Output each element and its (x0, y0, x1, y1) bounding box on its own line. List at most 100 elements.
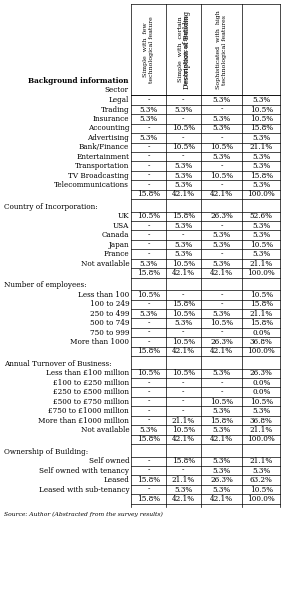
Text: Japan: Japan (109, 241, 129, 249)
Text: 52.6%: 52.6% (250, 213, 273, 221)
Text: 5.3%: 5.3% (212, 457, 231, 465)
Text: 15.8%: 15.8% (250, 300, 273, 308)
Text: 100.0%: 100.0% (247, 347, 275, 355)
Text: -: - (182, 291, 184, 299)
Text: 5.3%: 5.3% (174, 319, 192, 327)
Text: Legal: Legal (109, 96, 129, 104)
Text: -: - (220, 291, 223, 299)
Text: -: - (147, 467, 150, 475)
Text: 10.5%: 10.5% (172, 338, 195, 346)
Text: £500 to £750 million: £500 to £750 million (53, 398, 129, 405)
Text: 21.1%: 21.1% (250, 259, 273, 267)
Text: 42.1%: 42.1% (210, 190, 233, 198)
Text: 5.3%: 5.3% (252, 162, 270, 170)
Text: Background information: Background information (28, 78, 128, 86)
Text: Advertising: Advertising (87, 134, 129, 142)
Text: -: - (147, 388, 150, 396)
Text: 5.3%: 5.3% (139, 259, 158, 267)
Text: 42.1%: 42.1% (210, 436, 233, 444)
Text: Ownership of Building:: Ownership of Building: (4, 448, 88, 456)
Text: 15.8%: 15.8% (172, 213, 195, 221)
Text: 21.1%: 21.1% (250, 144, 273, 152)
Text: Less than £100 million: Less than £100 million (46, 370, 129, 378)
Text: 5.3%: 5.3% (252, 467, 270, 475)
Text: £750 to £1000 million: £750 to £1000 million (48, 407, 129, 415)
Text: Leased: Leased (103, 476, 129, 484)
Text: -: - (147, 398, 150, 405)
Text: 42.1%: 42.1% (210, 347, 233, 355)
Text: Sophisticated  with  high
technological features: Sophisticated with high technological fe… (216, 10, 227, 89)
Text: 42.1%: 42.1% (210, 495, 233, 503)
Text: -: - (182, 328, 184, 336)
Text: 5.3%: 5.3% (212, 153, 231, 161)
Text: 5.3%: 5.3% (212, 96, 231, 104)
Text: -: - (220, 328, 223, 336)
Text: Telecommunications: Telecommunications (54, 181, 129, 189)
Text: -: - (147, 153, 150, 161)
Text: Leased with sub-tenancy: Leased with sub-tenancy (38, 485, 129, 493)
Text: Country of Incorporation:: Country of Incorporation: (4, 203, 98, 211)
Text: -: - (147, 416, 150, 424)
Text: -: - (220, 181, 223, 189)
Text: -: - (147, 379, 150, 387)
Text: 5.3%: 5.3% (212, 124, 231, 132)
Text: -: - (220, 222, 223, 230)
Text: 5.3%: 5.3% (139, 115, 158, 123)
Text: 5.3%: 5.3% (252, 222, 270, 230)
Text: 10.5%: 10.5% (172, 370, 195, 378)
Text: -: - (182, 467, 184, 475)
Text: -: - (182, 398, 184, 405)
Text: 5.3%: 5.3% (174, 222, 192, 230)
Text: -: - (147, 172, 150, 180)
Text: USA: USA (113, 222, 129, 230)
Text: 21.1%: 21.1% (250, 426, 273, 434)
Text: 36.8%: 36.8% (250, 338, 273, 346)
Text: Sector: Sector (104, 86, 128, 94)
Text: 15.8%: 15.8% (172, 457, 195, 465)
Text: More than 1000: More than 1000 (70, 338, 129, 346)
Text: 26.3%: 26.3% (210, 476, 233, 484)
Text: 5.3%: 5.3% (212, 370, 231, 378)
Text: 42.1%: 42.1% (172, 495, 195, 503)
Text: Bank/Finance: Bank/Finance (79, 144, 129, 152)
Text: 5.3%: 5.3% (212, 485, 231, 493)
Text: 5.3%: 5.3% (212, 467, 231, 475)
Text: 5.3%: 5.3% (252, 407, 270, 415)
Text: 42.1%: 42.1% (172, 190, 195, 198)
Text: 750 to 999: 750 to 999 (90, 328, 129, 336)
Text: 42.1%: 42.1% (210, 269, 233, 277)
Text: -: - (147, 181, 150, 189)
Text: 15.8%: 15.8% (137, 476, 160, 484)
Text: 15.8%: 15.8% (250, 172, 273, 180)
Text: -: - (147, 124, 150, 132)
Text: -: - (147, 319, 150, 327)
Text: 15.8%: 15.8% (250, 319, 273, 327)
Text: -: - (182, 153, 184, 161)
Text: More than £1000 million: More than £1000 million (38, 416, 129, 424)
Text: Not available: Not available (81, 426, 129, 434)
Text: -: - (220, 162, 223, 170)
Text: Annual Turnover of Business:: Annual Turnover of Business: (4, 360, 112, 368)
Text: 500 to 749: 500 to 749 (90, 319, 129, 327)
Text: 10.5%: 10.5% (250, 291, 273, 299)
Text: -: - (220, 300, 223, 308)
Text: -: - (147, 328, 150, 336)
Text: 10.5%: 10.5% (250, 398, 273, 405)
Text: 5.3%: 5.3% (252, 231, 270, 239)
Text: 26.3%: 26.3% (210, 338, 233, 346)
Text: 15.8%: 15.8% (137, 347, 160, 355)
Text: 15.8%: 15.8% (137, 436, 160, 444)
Text: Self owned: Self owned (88, 457, 129, 465)
Text: TV Broadcasting: TV Broadcasting (68, 172, 129, 180)
Text: -: - (220, 105, 223, 113)
Text: 10.5%: 10.5% (250, 105, 273, 113)
Text: 5.3%: 5.3% (252, 181, 270, 189)
Text: 10.5%: 10.5% (250, 485, 273, 493)
Text: 15.8%: 15.8% (137, 190, 160, 198)
Text: 5.3%: 5.3% (174, 162, 192, 170)
Text: 100.0%: 100.0% (247, 495, 275, 503)
Text: 63.2%: 63.2% (250, 476, 273, 484)
Text: 10.5%: 10.5% (137, 213, 160, 221)
Text: 5.3%: 5.3% (212, 259, 231, 267)
Text: Source: Author (Abstracted from the survey results): Source: Author (Abstracted from the surv… (4, 512, 163, 517)
